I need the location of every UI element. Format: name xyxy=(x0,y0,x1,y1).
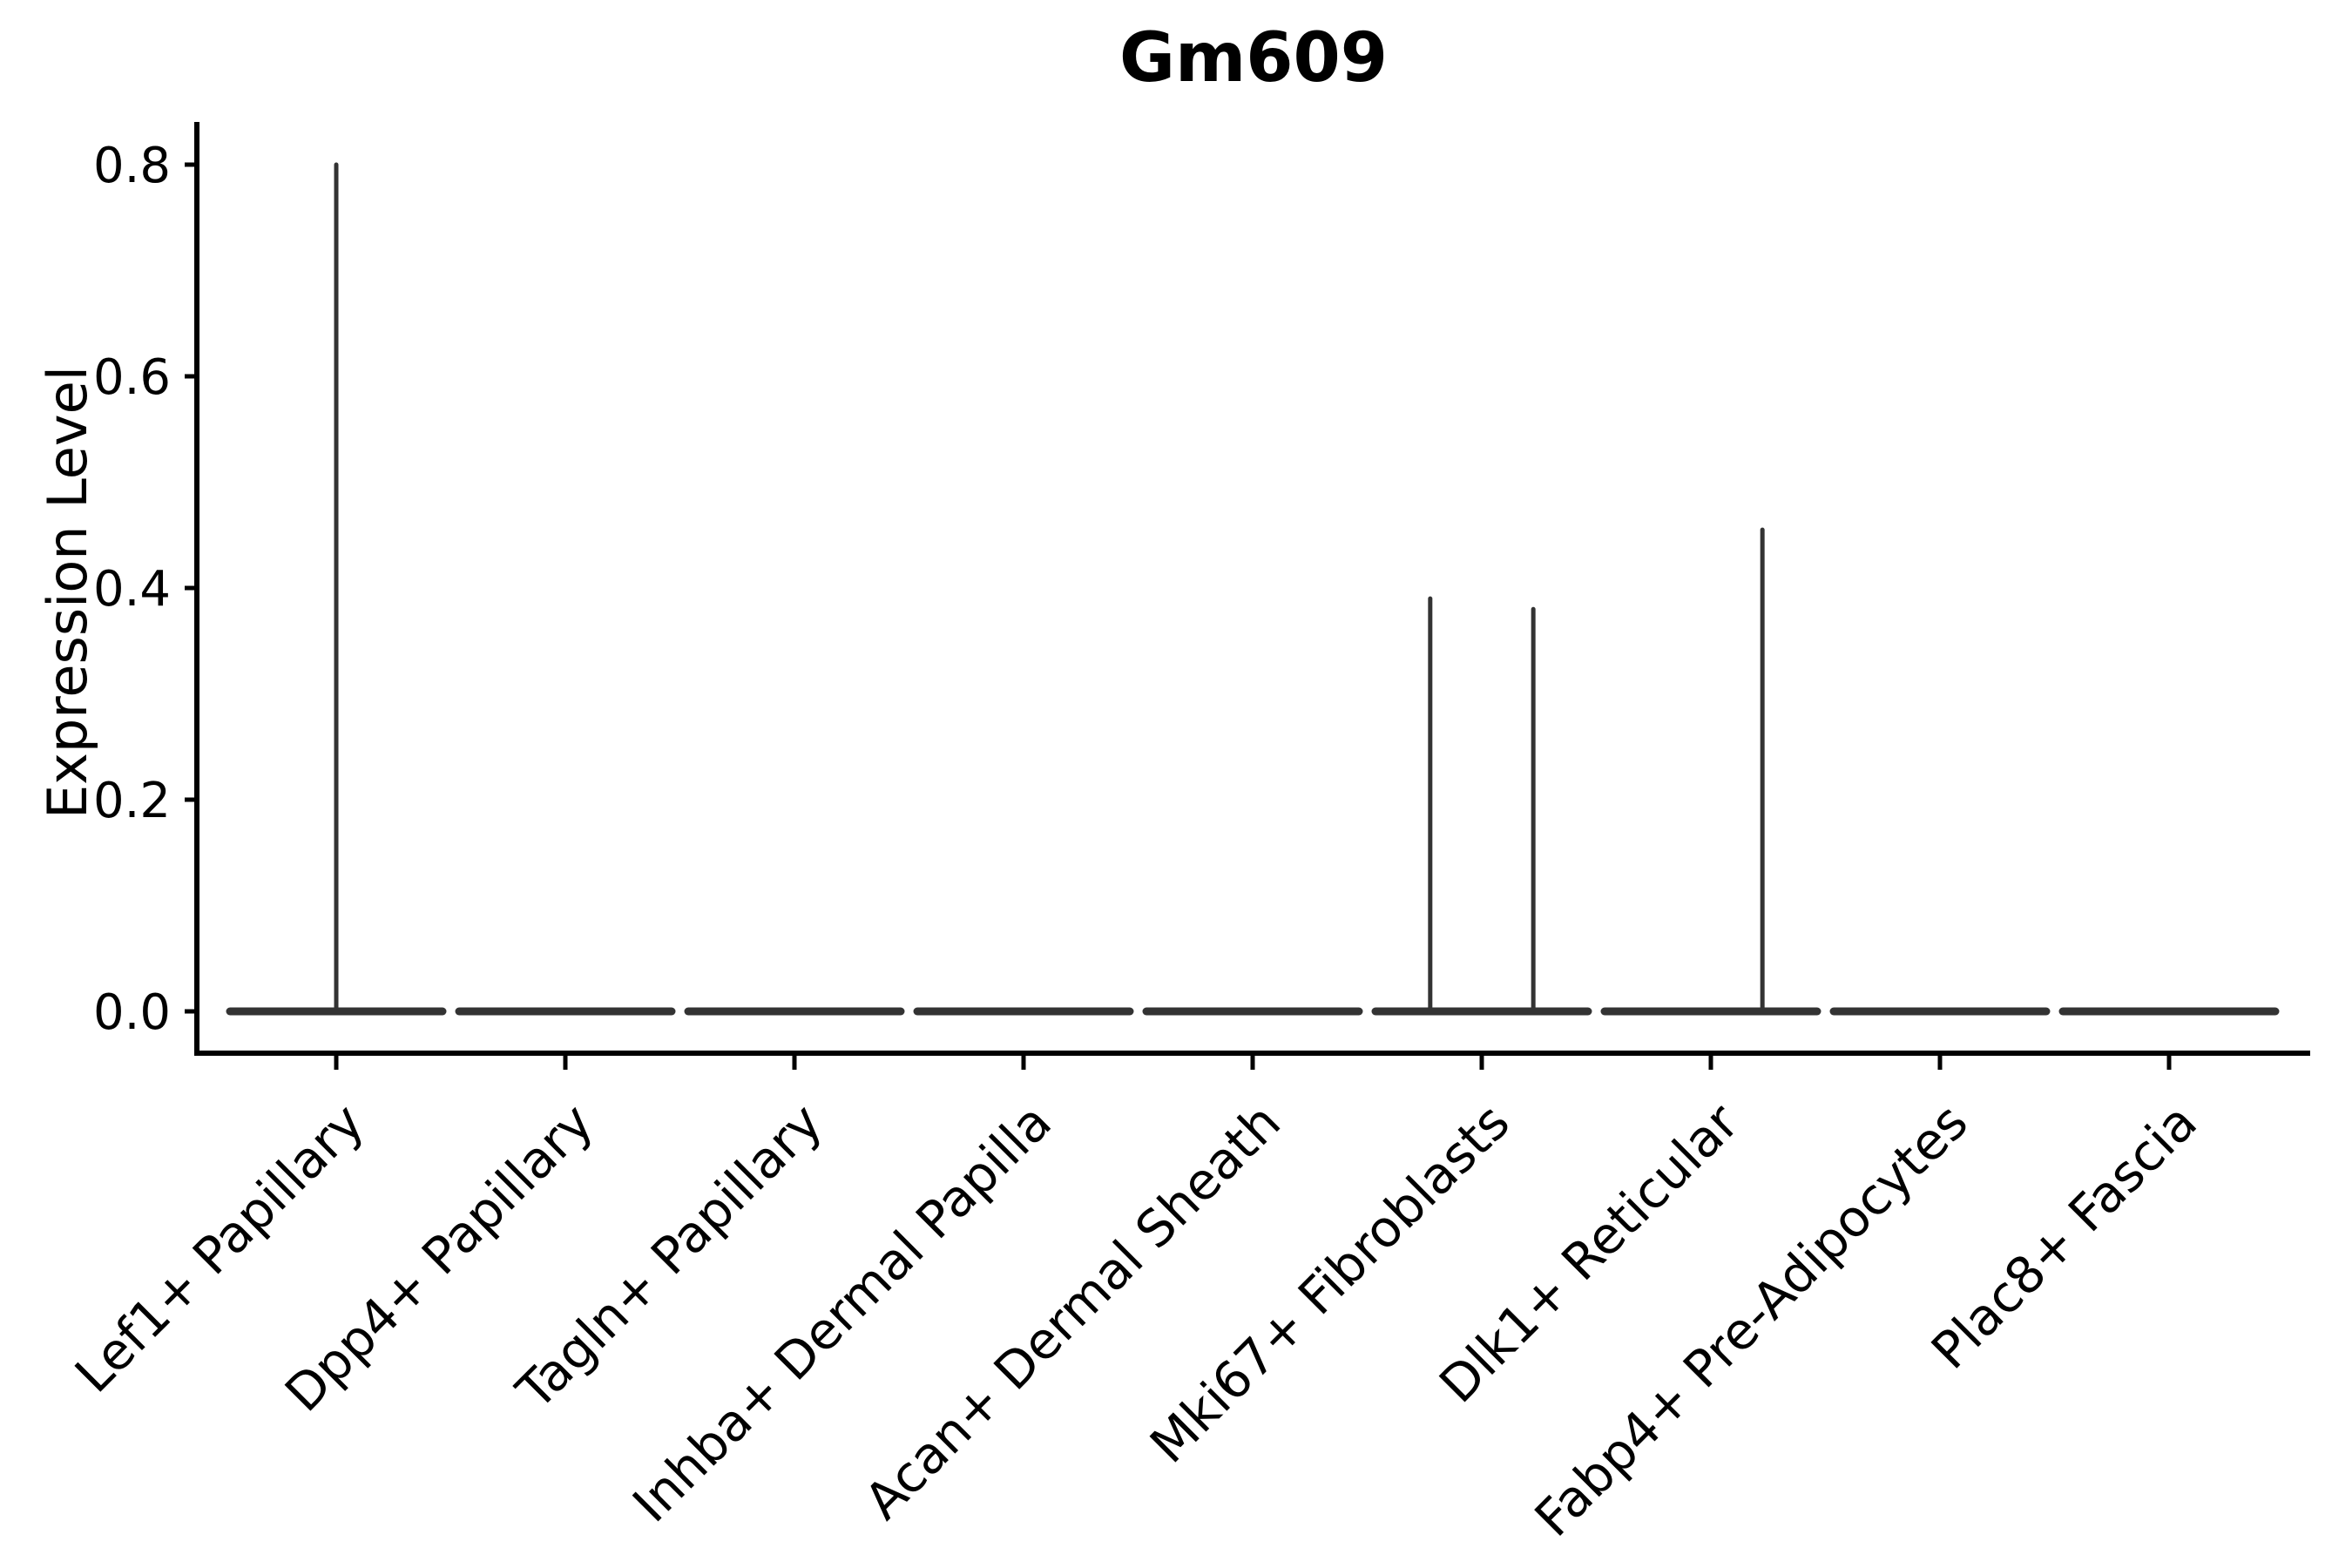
y-tick-label: 0.0 xyxy=(93,984,171,1041)
y-tick-label: 0.4 xyxy=(93,561,171,618)
x-tick-label: Inhba+ Dermal Papilla xyxy=(621,1092,1063,1534)
y-tick-label: 0.2 xyxy=(93,773,171,829)
y-tick-label: 0.8 xyxy=(93,138,171,194)
chart-title: Gm609 xyxy=(1119,19,1389,98)
x-tick-label: Fabp4+ Pre-Adipocytes xyxy=(1524,1092,1979,1548)
x-tick-label: Acan+ Dermal Sheath xyxy=(853,1092,1291,1531)
y-tick-label: 0.6 xyxy=(93,349,171,406)
